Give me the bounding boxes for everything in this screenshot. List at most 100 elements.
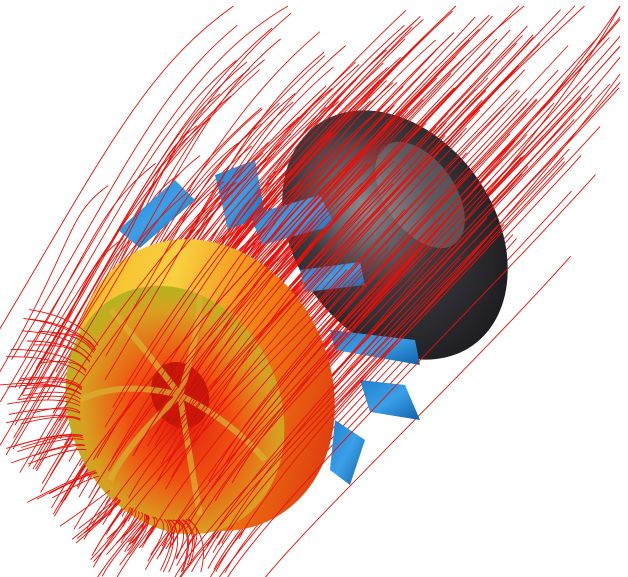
streamline: [22, 391, 81, 400]
streamline: [214, 37, 610, 486]
streamline: [21, 61, 248, 396]
streamline: [106, 510, 137, 556]
streamline: [78, 496, 118, 529]
streamline: [18, 69, 260, 389]
streamline: [172, 52, 491, 436]
streamline: [40, 360, 87, 373]
streamline: [17, 395, 81, 403]
streamline: [18, 378, 83, 389]
streamlines-front: [0, 5, 621, 577]
streamline: [28, 95, 232, 399]
streamline: [143, 516, 158, 543]
streamline: [59, 489, 111, 527]
streamline: [106, 508, 133, 540]
streamline: [51, 475, 100, 499]
streamline: [33, 344, 90, 363]
blade: [78, 385, 181, 403]
streamline: [29, 309, 99, 346]
streamline: [60, 180, 331, 503]
streamline: [138, 516, 156, 549]
vane: [250, 195, 335, 245]
streamline: [96, 70, 384, 458]
streamline: [183, 519, 195, 567]
streamline: [224, 37, 598, 465]
blade: [177, 394, 203, 516]
streamline: [186, 212, 445, 529]
streamline: [26, 470, 96, 503]
streamline: [141, 246, 390, 548]
streamline: [48, 472, 98, 495]
streamline: [178, 519, 189, 572]
streamline: [174, 10, 454, 371]
streamline: [111, 143, 343, 459]
streamline: [171, 519, 181, 546]
streamlines-back: [0, 5, 621, 577]
streamline: [134, 157, 379, 453]
streamline: [21, 330, 92, 358]
streamline: [174, 148, 570, 577]
streamline: [264, 256, 571, 577]
streamline: [156, 518, 169, 560]
blade: [107, 392, 183, 482]
streamline: [154, 120, 427, 446]
streamline: [8, 408, 81, 415]
streamline: [150, 518, 164, 556]
streamline: [165, 519, 176, 550]
streamline: [218, 190, 572, 577]
streamline: [76, 498, 120, 539]
streamline: [170, 183, 393, 478]
streamline: [38, 331, 95, 354]
streamline: [161, 98, 538, 547]
streamline: [175, 134, 528, 559]
streamline: [147, 5, 519, 447]
streamline: [145, 254, 417, 570]
streamline: [214, 97, 582, 502]
streamline: [185, 518, 198, 552]
streamline: [208, 69, 559, 482]
streamline: [23, 317, 96, 352]
streamline: [108, 123, 405, 472]
streamline: [74, 38, 281, 351]
streamline: [33, 443, 86, 457]
streamline: [128, 515, 149, 555]
streamline: [71, 497, 119, 540]
vane: [215, 160, 265, 230]
vane: [330, 420, 365, 485]
streamline: [93, 507, 133, 562]
streamline: [10, 445, 86, 464]
streamline: [128, 5, 576, 499]
streamline: [178, 519, 188, 573]
streamline: [59, 12, 292, 345]
streamline: [167, 5, 585, 463]
streamline: [88, 114, 405, 499]
streamline: [104, 51, 325, 381]
vane: [300, 262, 365, 292]
streamline: [35, 68, 250, 369]
streamline: [27, 381, 82, 391]
streamline: [131, 514, 150, 544]
blade: [107, 307, 183, 397]
streamline: [28, 448, 87, 465]
streamline: [11, 24, 238, 360]
streamline: [221, 161, 566, 544]
vane: [360, 380, 420, 420]
streamline: [52, 141, 269, 414]
streamline: [6, 356, 86, 376]
streamline: [21, 416, 81, 425]
streamline: [13, 434, 83, 447]
streamline: [227, 174, 596, 577]
streamline: [127, 188, 436, 522]
streamline: [27, 340, 91, 362]
streamline: [75, 499, 121, 544]
streamline: [112, 62, 384, 408]
streamline: [168, 46, 621, 551]
streamline: [32, 407, 81, 414]
streamline: [0, 5, 234, 330]
streamline: [21, 435, 84, 448]
streamline: [175, 519, 185, 560]
streamline: [206, 217, 488, 547]
streamline: [132, 120, 394, 457]
streamline: [104, 131, 333, 428]
